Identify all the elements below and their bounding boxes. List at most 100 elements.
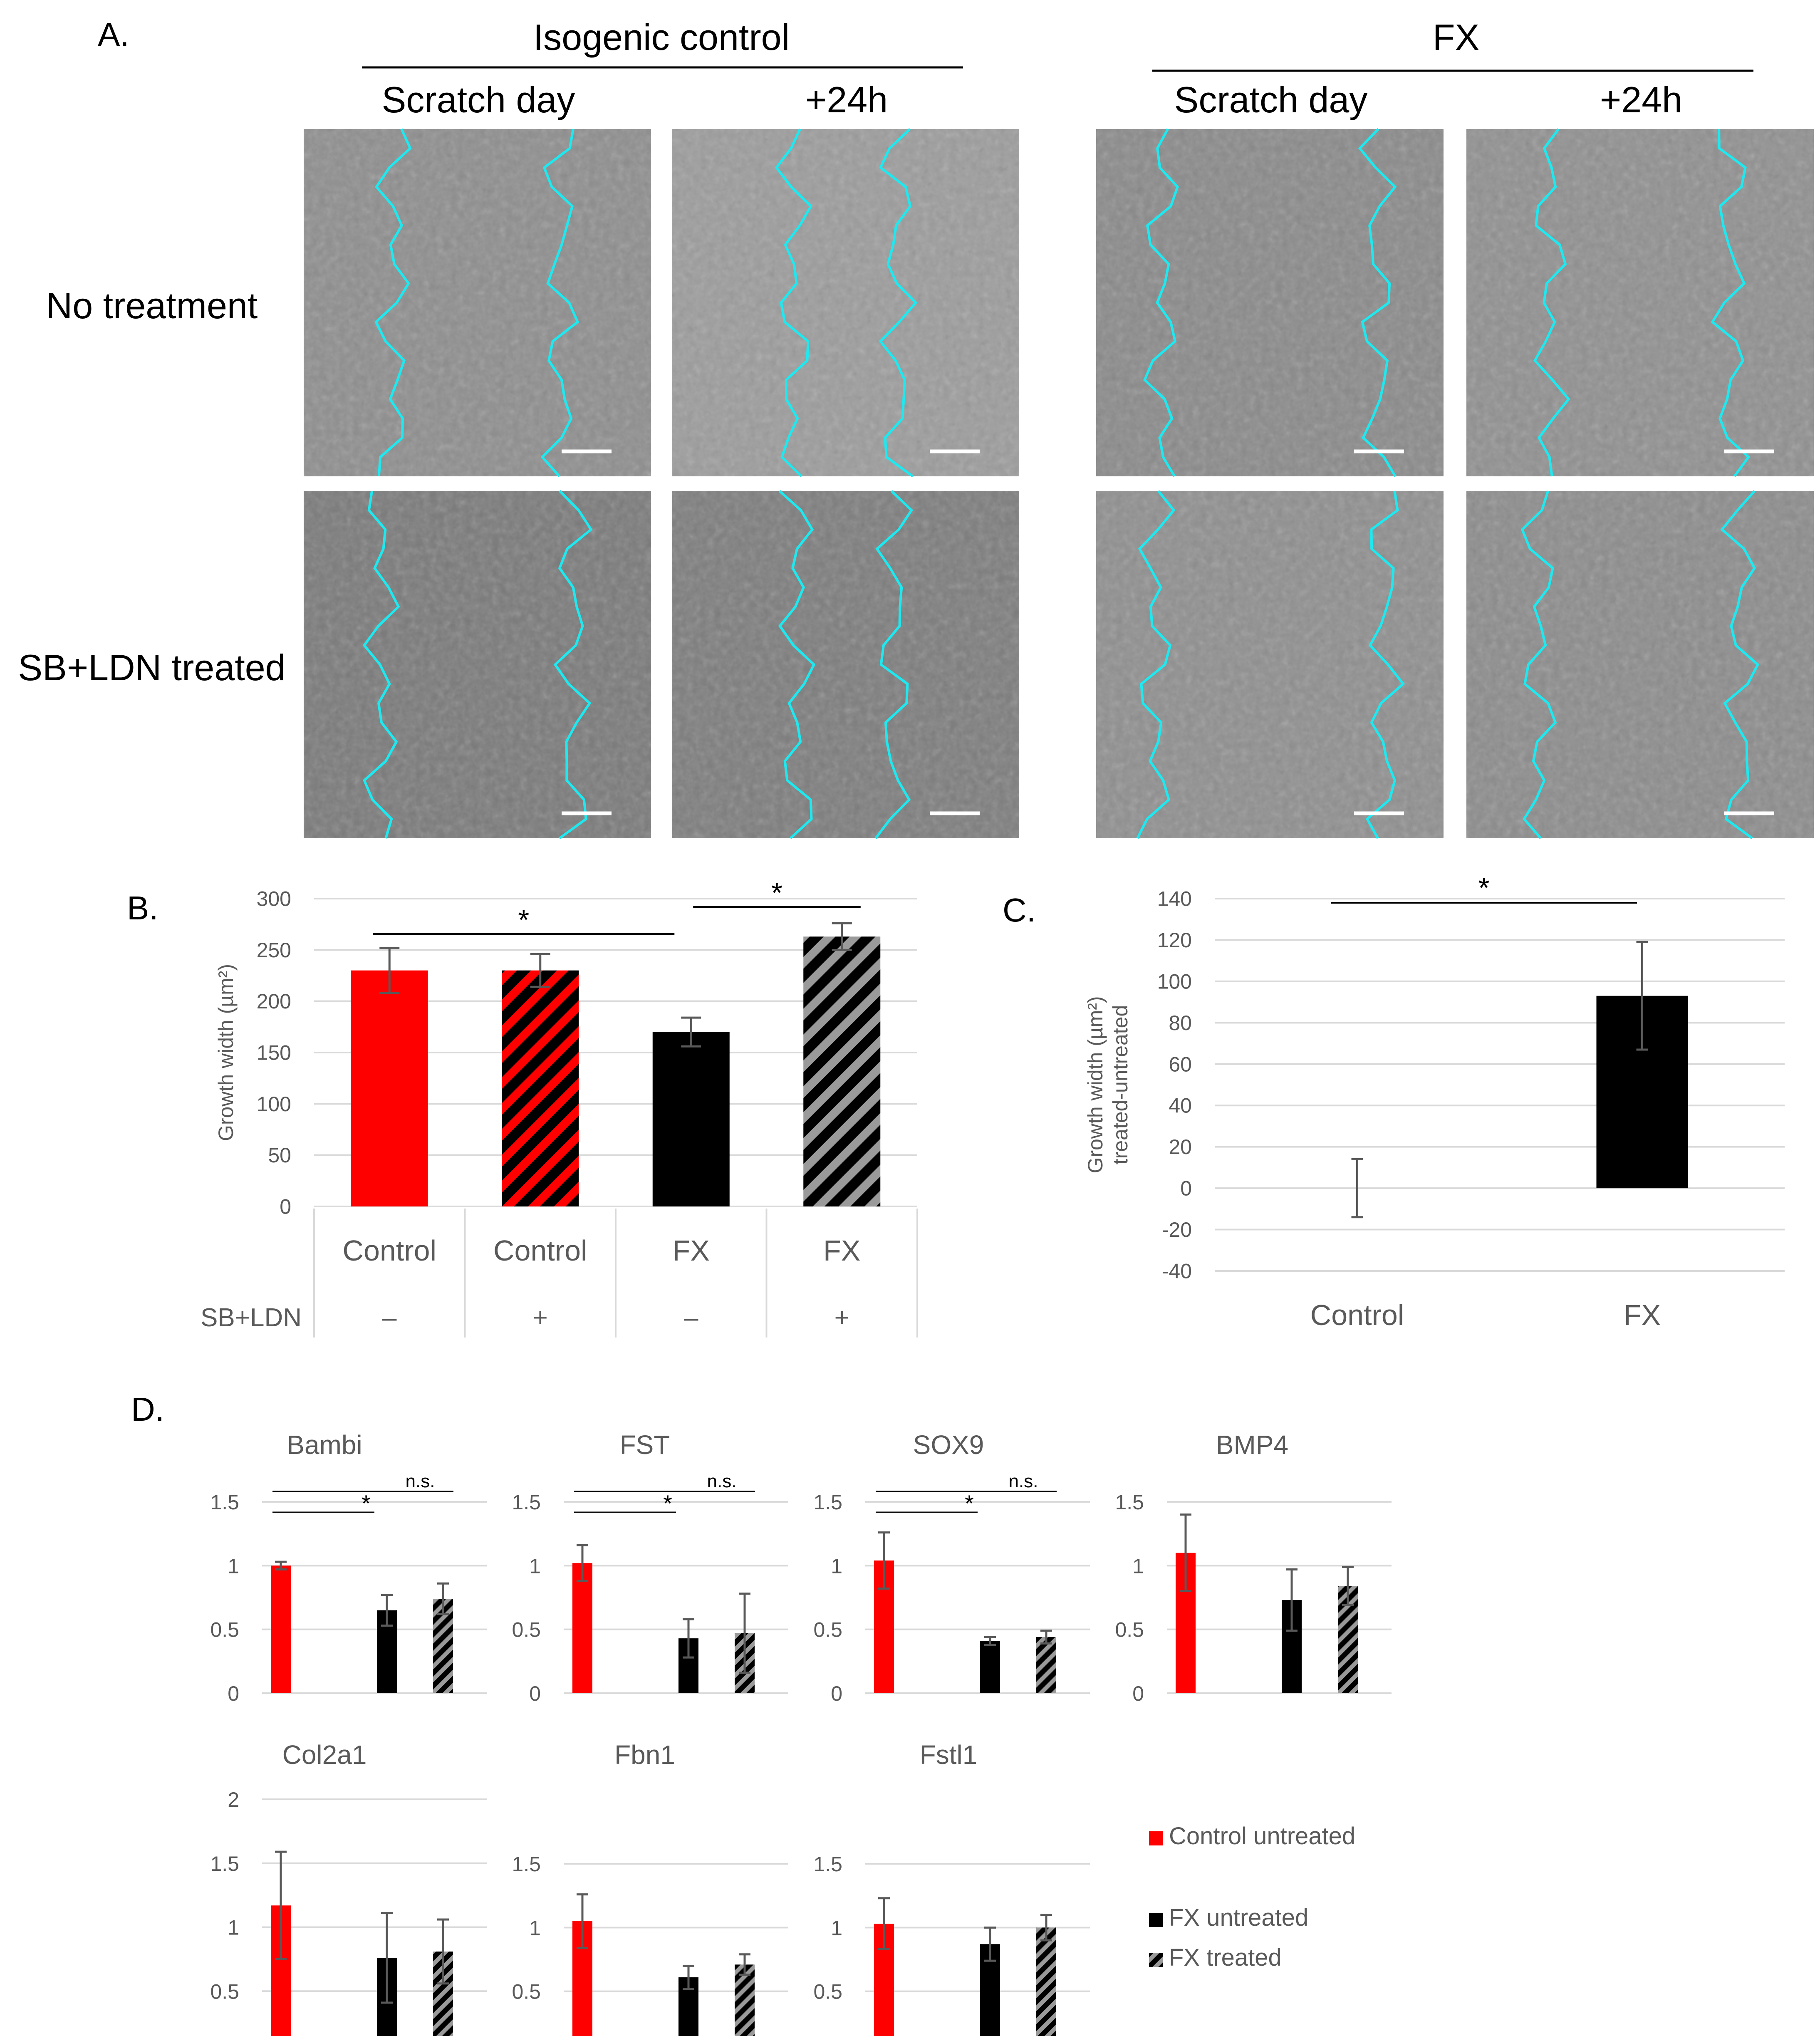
chart-b-y-tick-label: 50 (268, 1144, 291, 1167)
column-label-control-scratch-day: Scratch day (382, 79, 575, 120)
chart-sox9-significance-label-1: n.s. (1009, 1471, 1038, 1491)
legend-swatch-control-untreated (1149, 1831, 1163, 1845)
chart-bmp4-title: BMP4 (1216, 1430, 1288, 1460)
row-label-no-treatment: No treatment (46, 285, 258, 326)
chart-c-y-tick-label: 140 (1157, 887, 1192, 911)
chart-c-y-tick-label: 20 (1169, 1135, 1192, 1159)
chart-fst-y-tick-label: 0.5 (512, 1618, 541, 1642)
micrograph-untreated-fx-scratch-day-left-edge-outline (1143, 128, 1179, 477)
chart-sox9-significance-label-2: * (965, 1490, 974, 1516)
chart-b-significance-star-1: * (518, 904, 529, 936)
gene-expression-charts: Bambi 0 0.5 1 1.5 n.s. * FST 0 0.5 1 1.5 n.s. * SOX9 0 0… (210, 1430, 1392, 2036)
micrograph-untreated-fx-24h-left-edge-outline (1533, 128, 1570, 477)
micrograph-treated-control-scratch-day-left-edge-outline (362, 490, 400, 839)
panel-a: A. Isogenic control FX Scratch day +24h … (18, 16, 1814, 840)
panel-c: C. -40 -20 0 20 40 60 80 100 120 140 Control FX Grow… (1003, 872, 1785, 1331)
chart-sox9-bar-3 (1036, 1637, 1056, 1693)
chart-fbn1-title: Fbn1 (614, 1740, 675, 1770)
panel-d: D. Bambi00.511.5n.s.*FST00.511.5n.s.*SOX… (131, 1391, 1392, 2036)
chart-fst-title: FST (620, 1430, 670, 1460)
micrograph-untreated-fx-scratch-day-texture (1096, 129, 1444, 476)
micrograph-untreated-fx-24h-texture (1466, 129, 1814, 476)
chart-fst-y-tick-label: 1.5 (512, 1491, 541, 1514)
micrograph-treated-fx-24h-left-edge-outline (1520, 490, 1557, 839)
chart-b-y-tick-label: 150 (257, 1041, 291, 1065)
chart-c-x-tick-label: FX (1624, 1299, 1661, 1331)
chart-fbn1-bar-3 (735, 1964, 755, 2036)
chart-c-y-tick-label: -20 (1162, 1218, 1192, 1241)
chart-bambi-y-tick-label: 0 (228, 1682, 239, 1705)
chart-b-y-tick-label: 200 (257, 990, 291, 1013)
micrograph-untreated-control-scratch-day-texture (304, 129, 651, 476)
chart-fstl1: Fstl100.511.5 (813, 1740, 1090, 2036)
panel-b-label: B. (127, 889, 158, 926)
row-label-sb-ldn-treated: SB+LDN treated (18, 647, 285, 688)
chart-bambi: Bambi 0 0.5 1 1.5 n.s. * (210, 1430, 487, 1705)
chart-b-category-table: Control – Control + FX – FX + SB+LDN (201, 1209, 918, 1338)
micrograph-grid (304, 128, 1814, 840)
chart-sox9: SOX9 0 0.5 1 1.5 n.s. * (813, 1430, 1090, 1705)
micrograph-treated-control-scratch-day-texture (304, 491, 651, 838)
micrograph-treated-control-scratch-day-right-edge-outline (553, 490, 593, 840)
group-label-fx: FX (1433, 17, 1479, 58)
chart-c: -40 -20 0 20 40 60 80 100 120 140 Control FX Growth … (1084, 872, 1785, 1331)
chart-b-y-tick-label: 100 (257, 1092, 291, 1116)
chart-bambi-title: Bambi (287, 1430, 362, 1460)
chart-b-y-axis-label: Growth width (µm²) (214, 964, 238, 1141)
chart-c-y-tick-label: 120 (1157, 929, 1192, 952)
chart-fbn1-y-tick-label: 1 (529, 1916, 541, 1939)
chart-sox9-title: SOX9 (913, 1430, 984, 1460)
chart-c-y-axis-label: Growth width (µm²)treated-untreated (1084, 996, 1132, 1173)
micrograph-treated-fx-24h-right-edge-outline (1720, 490, 1760, 840)
chart-b-x-tick-label: Control (342, 1234, 436, 1267)
chart-b-treatment-mark: – (382, 1303, 397, 1332)
chart-col2a1-y-tick-label: 2 (228, 1788, 239, 1811)
column-label-control-24h: +24h (805, 79, 888, 120)
panel-b: B. 0 50 100 150 200 250 300 Growth width (µm²) *… (127, 877, 918, 1338)
chart-col2a1-y-tick-label: 1.5 (210, 1852, 239, 1875)
legend-swatch-fx-untreated (1149, 1913, 1163, 1927)
chart-bambi-significance-label-1: n.s. (406, 1471, 435, 1491)
chart-bambi-significance-label-2: * (362, 1490, 371, 1516)
chart-b-treatment-mark: – (684, 1303, 698, 1332)
chart-b-bar-3 (652, 1032, 730, 1206)
chart-bmp4-y-tick-label: 1.5 (1115, 1491, 1144, 1514)
chart-bambi-y-tick-label: 1 (228, 1554, 239, 1578)
chart-fst-bar-1 (572, 1563, 592, 1693)
chart-fstl1-y-tick-label: 1 (831, 1916, 842, 1939)
legend-label-control-untreated: Control untreated (1169, 1823, 1355, 1850)
chart-sox9-y-tick-label: 1.5 (813, 1491, 842, 1514)
chart-fst-significance-label-1: n.s. (707, 1471, 737, 1491)
chart-b-significance-star-2: * (771, 877, 782, 909)
chart-fst: FST 0 0.5 1 1.5 n.s. * (512, 1430, 788, 1705)
chart-c-significance-star: * (1478, 872, 1489, 904)
column-label-fx-24h: +24h (1600, 79, 1682, 120)
chart-sox9-y-tick-label: 1 (831, 1554, 842, 1578)
chart-fbn1: Fbn100.511.5 (512, 1740, 788, 2036)
micrograph-treated-control-24h-right-edge-outline (874, 490, 913, 839)
column-label-fx-scratch-day: Scratch day (1174, 79, 1368, 120)
chart-b-treatment-mark: + (834, 1303, 849, 1332)
micrograph-treated-fx-scratch-day-texture (1096, 491, 1444, 838)
micrograph-untreated-fx-scratch-day-right-edge-outline (1358, 128, 1397, 477)
chart-col2a1-title: Col2a1 (282, 1740, 367, 1770)
chart-c-x-tick-label: Control (1310, 1299, 1404, 1331)
legend: Control untreated FX untreated FX treate… (1149, 1823, 1355, 1971)
chart-b: 0 50 100 150 200 250 300 Growth width (µm²) * * (214, 877, 917, 1219)
chart-fst-y-tick-label: 1 (529, 1554, 541, 1578)
chart-fstl1-bar-3 (1036, 1927, 1056, 2036)
chart-b-treatment-row-label: SB+LDN (201, 1303, 302, 1332)
chart-b-bar-4 (803, 936, 881, 1206)
chart-sox9-y-tick-label: 0 (831, 1682, 842, 1705)
chart-c-y-axis-label-line-2: treated-untreated (1109, 1005, 1132, 1165)
chart-c-y-tick-label: 60 (1169, 1053, 1192, 1076)
micrograph-treated-control-24h-left-edge-outline (778, 490, 816, 840)
chart-bambi-bar-1 (271, 1565, 291, 1693)
chart-c-y-tick-label: 80 (1169, 1011, 1192, 1035)
panel-d-label: D. (131, 1391, 164, 1428)
chart-fst-significance-label-2: * (663, 1490, 672, 1516)
micrograph-treated-fx-scratch-day-right-edge-outline (1365, 490, 1405, 839)
micrograph-treated-fx-24h-texture (1466, 491, 1814, 838)
chart-c-y-tick-label: 100 (1157, 970, 1192, 993)
